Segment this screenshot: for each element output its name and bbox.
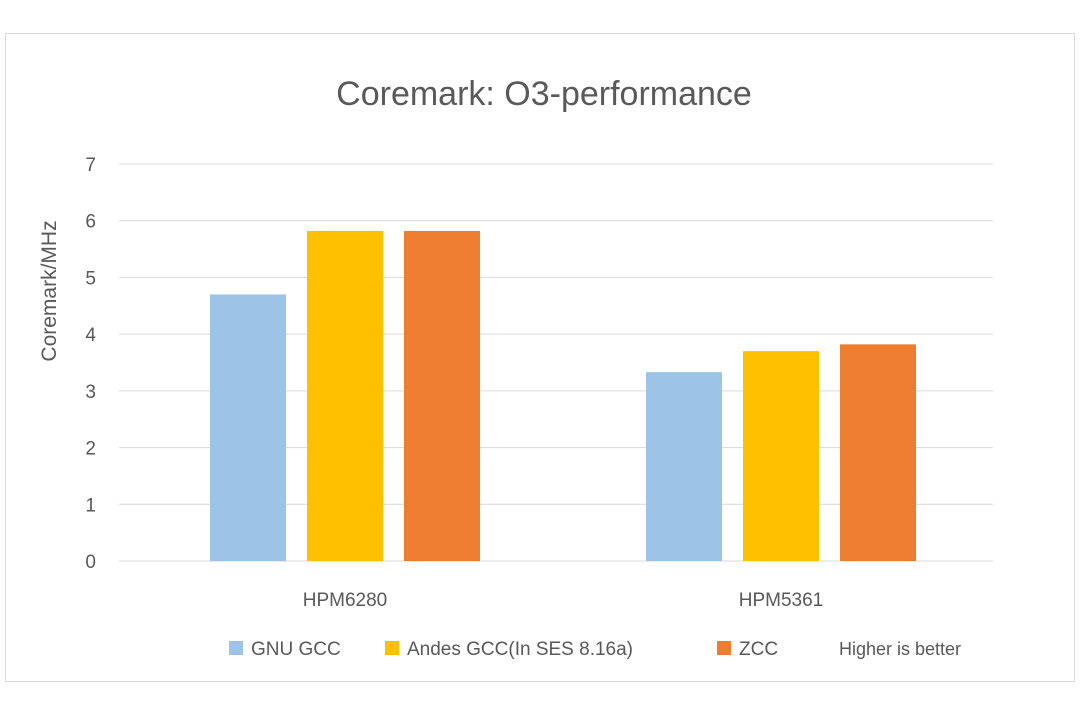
x-axis-ticks: HPM6280 HPM5361 — [303, 590, 824, 611]
x-tick-label: HPM5361 — [739, 590, 824, 611]
legend: GNU GCC Andes GCC(In SES 8.16a) ZCC — [229, 639, 778, 660]
chart-frame: Coremark: O3-performance Coremark/MHz 0 1… — [5, 33, 1075, 682]
legend-swatch — [385, 641, 399, 655]
bar-chart: Coremark: O3-performance Coremark/MHz 0 1… — [38, 75, 993, 660]
legend-label: Andes GCC(In SES 8.16a) — [407, 639, 633, 660]
higher-is-better-note: Higher is better — [839, 639, 961, 659]
bar-0-2 — [404, 230, 480, 561]
bar-0-1 — [307, 230, 383, 561]
bar-0-0 — [210, 294, 286, 561]
y-tick-label: 5 — [85, 268, 96, 289]
x-tick-label: HPM6280 — [303, 590, 388, 611]
y-tick-label: 2 — [85, 439, 96, 460]
bar-1-0 — [646, 372, 722, 561]
legend-label: GNU GCC — [251, 639, 341, 660]
legend-swatch — [717, 641, 731, 655]
y-axis-ticks: 0 1 2 3 4 5 6 7 — [85, 155, 96, 573]
bars — [210, 230, 916, 561]
y-tick-label: 6 — [85, 212, 96, 233]
bar-1-1 — [743, 351, 819, 561]
y-tick-label: 3 — [85, 382, 96, 403]
y-axis-label: Coremark/MHz — [38, 220, 61, 361]
y-tick-label: 0 — [85, 552, 96, 573]
y-tick-label: 4 — [85, 325, 96, 346]
y-tick-label: 1 — [85, 495, 96, 516]
legend-swatch — [229, 641, 243, 655]
chart-title: Coremark: O3-performance — [336, 75, 752, 113]
bar-1-2 — [840, 344, 916, 561]
y-tick-label: 7 — [85, 155, 96, 176]
legend-label: ZCC — [739, 639, 778, 660]
